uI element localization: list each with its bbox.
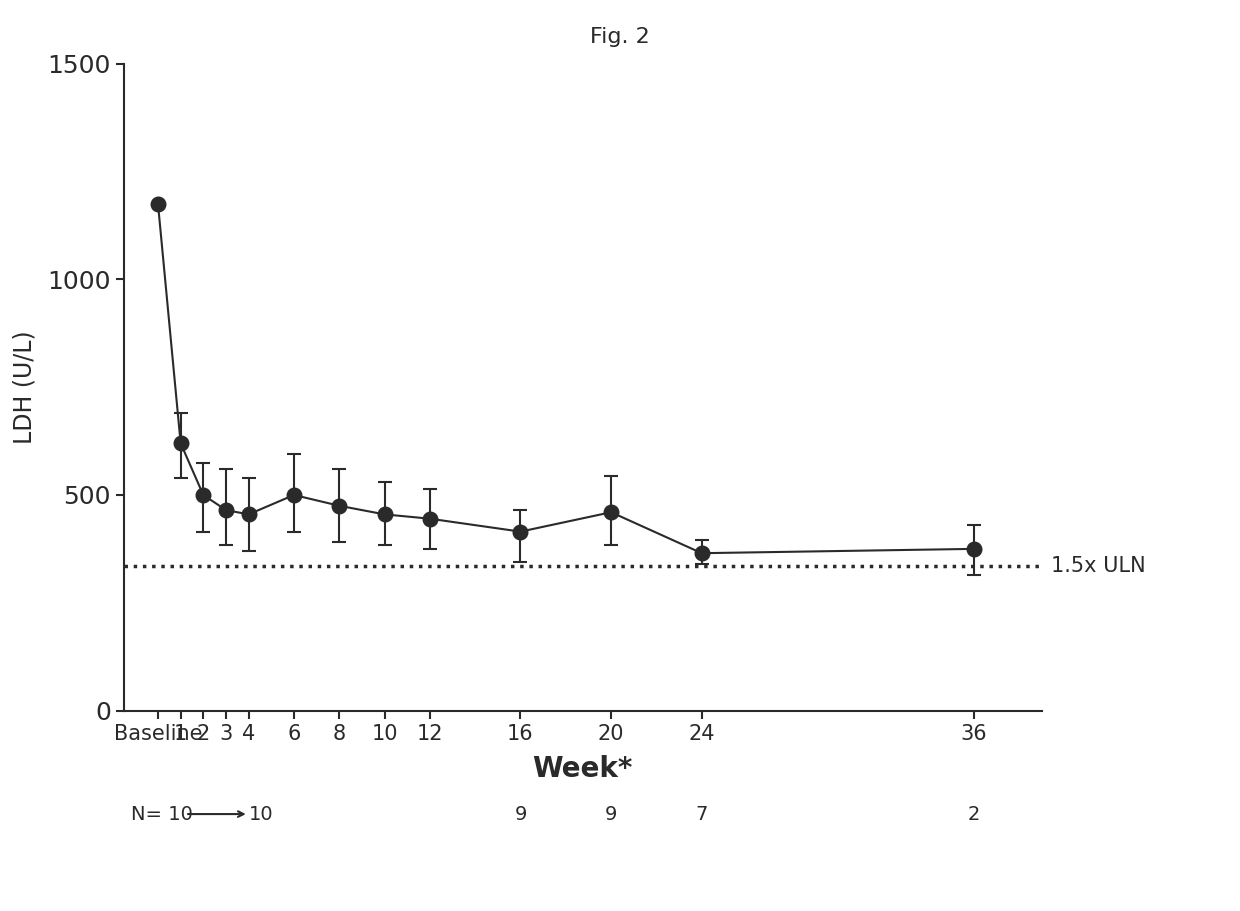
- Text: 2: 2: [967, 804, 980, 824]
- Text: 10: 10: [248, 804, 273, 824]
- X-axis label: Week*: Week*: [533, 755, 632, 783]
- Text: 7: 7: [696, 804, 708, 824]
- Text: Fig. 2: Fig. 2: [590, 27, 650, 47]
- Y-axis label: LDH (U/L): LDH (U/L): [12, 331, 36, 444]
- Text: 1.5x ULN: 1.5x ULN: [1050, 556, 1146, 576]
- Text: N= 10: N= 10: [130, 804, 192, 824]
- Text: 9: 9: [515, 804, 527, 824]
- Text: 9: 9: [605, 804, 618, 824]
